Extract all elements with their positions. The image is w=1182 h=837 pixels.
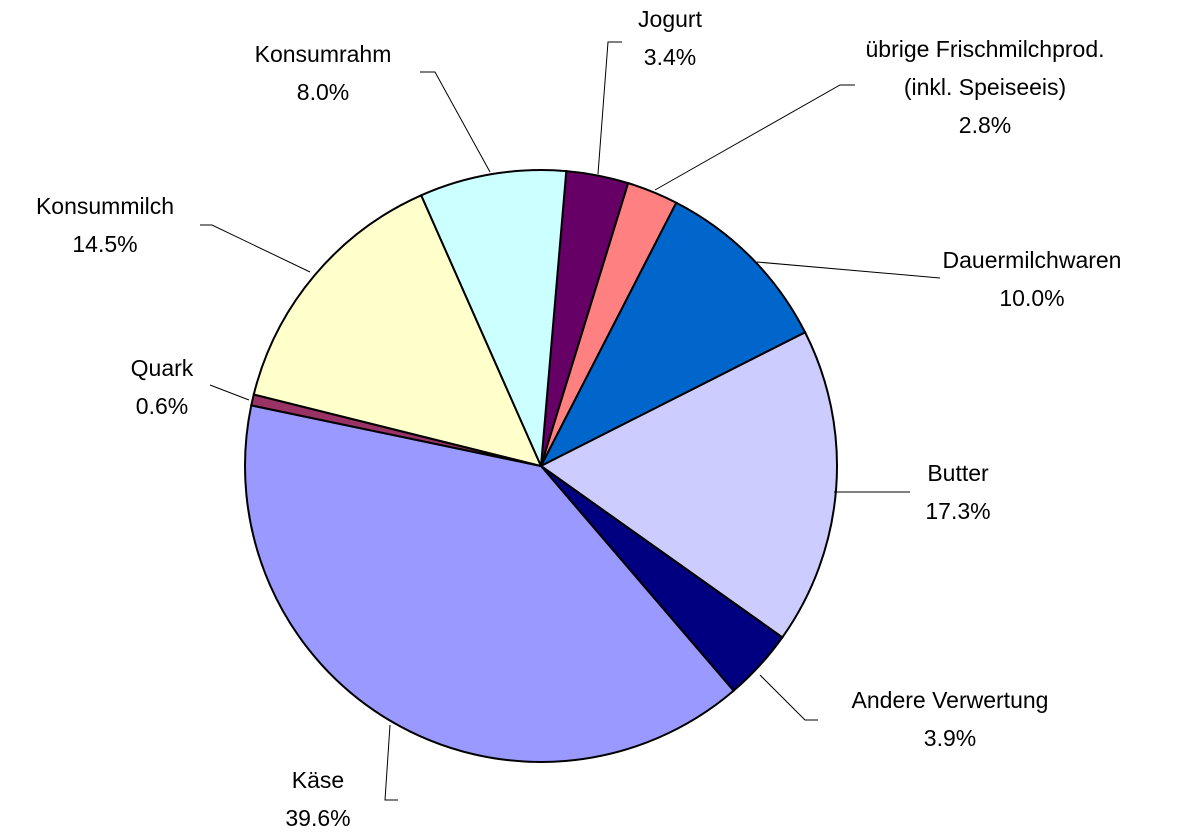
slice-label: Dauermilchwaren 10.0% xyxy=(922,241,1142,317)
leader-line xyxy=(654,84,855,191)
leader-line xyxy=(756,261,941,279)
leader-line xyxy=(384,724,398,801)
value-label: 14.5% xyxy=(72,231,138,257)
category-label: Konsumrahm xyxy=(254,41,392,67)
value-label: 3.4% xyxy=(643,44,697,70)
category-label: Butter xyxy=(927,460,989,486)
slice-label: Käse 39.6% xyxy=(258,761,378,837)
category-label: Dauermilchwaren xyxy=(942,247,1122,273)
value-label: 10.0% xyxy=(999,285,1065,311)
value-label: 39.6% xyxy=(285,805,351,831)
category-label: Jogurt xyxy=(638,6,702,32)
leader-line xyxy=(209,384,250,401)
category-label: Konsummilch xyxy=(35,193,175,219)
pie-slice xyxy=(419,169,568,467)
leader-line xyxy=(759,674,818,721)
slice-label: Konsummilch 14.5% xyxy=(5,187,205,263)
value-label: 8.0% xyxy=(296,79,350,105)
category-label: Käse xyxy=(291,767,345,793)
leader-line xyxy=(200,224,311,273)
slice-label: Andere Verwertung 3.9% xyxy=(810,681,1090,757)
value-label: 0.6% xyxy=(135,393,189,419)
slice-label: Quark 0.6% xyxy=(102,349,222,425)
value-label: 3.9% xyxy=(923,725,977,751)
pie-slice xyxy=(538,201,807,469)
leader-line xyxy=(597,41,622,175)
slice-label: übrige Frischmilchprod. (inkl. Speiseeis… xyxy=(845,30,1125,144)
value-label: 2.8% xyxy=(958,112,1012,138)
slice-label: Butter 17.3% xyxy=(898,454,1018,530)
category-label: übrige Frischmilchprod. (inkl. Speiseeis… xyxy=(865,36,1105,100)
category-label: Quark xyxy=(130,355,194,381)
slice-label: Konsumrahm 8.0% xyxy=(223,35,423,111)
leader-line xyxy=(420,71,491,173)
pie-slice xyxy=(244,404,736,763)
value-label: 17.3% xyxy=(925,498,991,524)
pie-slice xyxy=(539,331,838,639)
pie-slice xyxy=(252,194,543,468)
slice-label: Jogurt 3.4% xyxy=(610,0,730,76)
category-label: Andere Verwertung xyxy=(851,687,1049,713)
